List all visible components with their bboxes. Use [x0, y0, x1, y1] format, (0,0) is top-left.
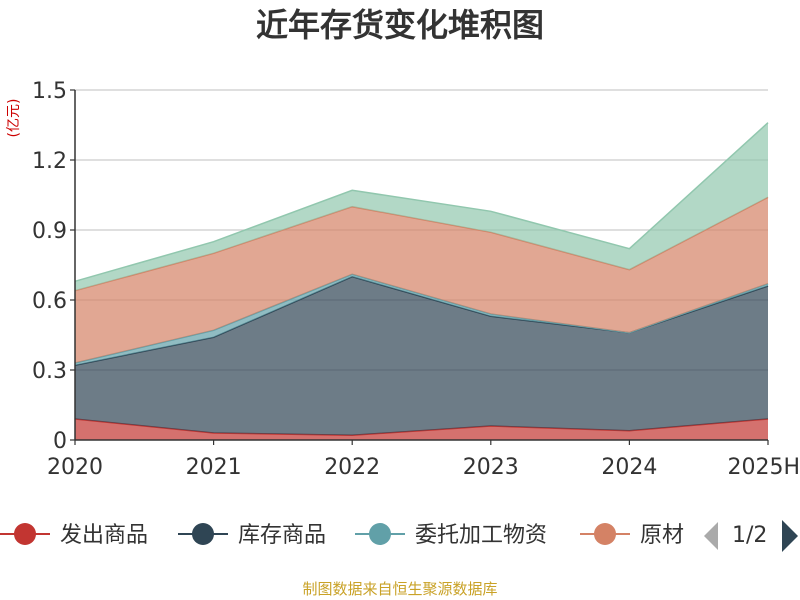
- legend-page-indicator: 1/2: [732, 523, 767, 548]
- x-tick-label: 2020: [47, 455, 103, 480]
- legend-label: 库存商品: [238, 523, 326, 548]
- legend-next-page-icon[interactable]: [782, 520, 798, 552]
- y-tick-label: 0.6: [32, 289, 67, 314]
- legend-item[interactable]: 委托加工物资: [355, 523, 547, 548]
- area-series: [75, 122, 768, 291]
- legend-marker: [14, 523, 36, 545]
- area-series: [75, 419, 768, 440]
- legend-item[interactable]: 库存商品: [178, 523, 326, 548]
- area-series: [75, 197, 768, 363]
- y-tick-label: 0.9: [32, 219, 67, 244]
- area-series-line: [74, 122, 769, 283]
- legend-item[interactable]: 原材: [580, 523, 684, 548]
- y-axis-unit-label: (亿元): [6, 99, 22, 138]
- x-tick-label: 2024: [601, 455, 657, 480]
- y-tick-label: 1.5: [32, 79, 67, 104]
- legend-marker: [192, 523, 214, 545]
- x-tick-label: 2021: [186, 455, 242, 480]
- y-tick-label: 1.2: [32, 149, 67, 174]
- legend-label: 原材: [640, 523, 684, 548]
- legend-marker: [594, 523, 616, 545]
- x-tick-label: 2023: [463, 455, 519, 480]
- legend-label: 委托加工物资: [415, 523, 547, 548]
- legend-prev-page-icon[interactable]: [704, 522, 718, 550]
- source-footer: 制图数据来自恒生聚源数据库: [302, 580, 498, 598]
- chart-title: 近年存货变化堆积图: [256, 6, 544, 44]
- axes: 0 0.3 0.6 0.9 1.2 1.5 2020 2021 2022 2023 2024 2025…: [32, 79, 800, 480]
- x-tick-label: 2025H: [727, 455, 800, 480]
- legend-label: 发出商品: [60, 523, 148, 548]
- y-tick-label: 0.3: [32, 359, 67, 384]
- legend-items: 发出商品 库存商品 委托加工物资 原材: [0, 523, 684, 548]
- y-tick-label: 0: [53, 429, 67, 454]
- legend-marker: [369, 523, 391, 545]
- area-series-group: [74, 122, 769, 440]
- area-series: [75, 276, 768, 436]
- legend-item[interactable]: 发出商品: [0, 523, 148, 548]
- x-tick-label: 2022: [324, 455, 380, 480]
- legend: 发出商品 库存商品 委托加工物资 原材 1/2: [0, 520, 798, 552]
